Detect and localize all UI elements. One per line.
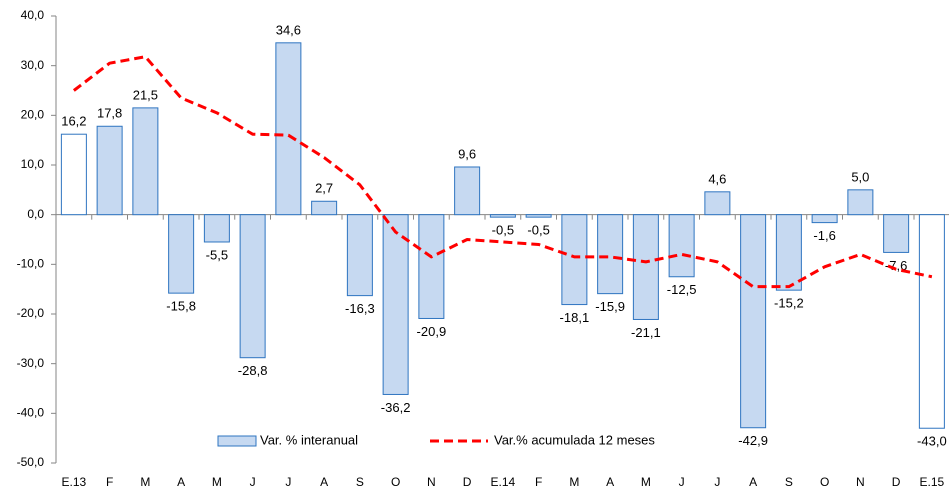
y-tick-label: 40,0: [21, 8, 45, 22]
value-label: 21,5: [133, 87, 158, 102]
value-label: 4,6: [708, 171, 726, 186]
value-label: -5,5: [206, 247, 228, 262]
x-tick-label: A: [320, 475, 328, 489]
x-tick-label: J: [285, 475, 291, 489]
value-label: -28,8: [238, 363, 268, 378]
bar: [132, 107, 159, 216]
value-label: 5,0: [851, 169, 869, 184]
bar: [311, 200, 338, 216]
y-tick-label: -30,0: [17, 356, 45, 370]
value-label: -12,5: [667, 282, 697, 297]
x-tick-label: A: [749, 475, 757, 489]
bar: [668, 214, 695, 278]
x-tick-label: J: [714, 475, 720, 489]
value-label: -18,1: [560, 310, 590, 325]
x-tick-label: O: [391, 475, 400, 489]
legend-label: Var.% acumulada 12 meses: [494, 432, 655, 447]
value-label: -36,2: [381, 400, 411, 415]
bar: [203, 214, 230, 243]
value-label: -15,2: [774, 296, 804, 311]
x-tick-label: D: [463, 475, 472, 489]
bar: [489, 214, 516, 218]
y-tick-label: -50,0: [17, 455, 45, 469]
bar: [561, 214, 588, 306]
value-label: 17,8: [97, 106, 122, 121]
y-tick-label: -20,0: [17, 306, 45, 320]
bar: [811, 214, 838, 224]
y-tick-label: 20,0: [21, 108, 45, 122]
x-tick-label: E.14: [491, 475, 516, 489]
x-tick-label: S: [356, 475, 364, 489]
x-tick-label: E.13: [62, 475, 87, 489]
value-label: 34,6: [276, 22, 301, 37]
x-tick-label: S: [785, 475, 793, 489]
bar: [704, 191, 731, 216]
bar: [60, 133, 87, 216]
y-tick-label: -10,0: [17, 257, 45, 271]
value-label: -16,3: [345, 301, 375, 316]
x-tick-label: D: [892, 475, 901, 489]
bar: [96, 125, 123, 216]
y-tick-label: 10,0: [21, 157, 45, 171]
value-label: -21,1: [631, 325, 661, 340]
bar: [918, 214, 945, 429]
bar: [847, 189, 874, 216]
x-tick-label: M: [212, 475, 222, 489]
value-label: -43,0: [917, 434, 947, 449]
bar: [597, 214, 624, 295]
bar: [525, 214, 552, 218]
bar: [632, 214, 659, 320]
y-tick-label: 0,0: [27, 207, 44, 221]
bar: [454, 166, 481, 216]
x-tick-label: A: [177, 475, 185, 489]
legend: Var. % interanual Var.% acumulada 12 mese…: [217, 432, 655, 447]
bar: [883, 214, 910, 253]
x-tick-label: E.15: [920, 475, 945, 489]
legend-swatch: [217, 435, 257, 447]
bar: [275, 42, 302, 216]
value-label: -0,5: [527, 223, 549, 238]
x-tick-label: N: [856, 475, 865, 489]
value-label: -20,9: [417, 324, 447, 339]
bar: [239, 214, 266, 359]
x-tick-label: F: [106, 475, 113, 489]
line: [72, 55, 933, 289]
x-tick-label: M: [140, 475, 150, 489]
value-label: 9,6: [458, 146, 476, 161]
bar: [740, 214, 767, 429]
value-label: -0,5: [492, 223, 514, 238]
x-tick-label: M: [641, 475, 651, 489]
x-tick-label: J: [679, 475, 685, 489]
y-tick-label: -40,0: [17, 406, 45, 420]
bar: [775, 214, 802, 291]
value-label: -15,9: [595, 299, 625, 314]
value-label: -42,9: [738, 433, 768, 448]
bar: [418, 214, 445, 319]
bar: [382, 214, 409, 395]
x-tick-label: M: [569, 475, 579, 489]
x-tick-label: N: [427, 475, 436, 489]
x-tick-label: A: [606, 475, 614, 489]
bar: [168, 214, 195, 294]
x-tick-label: O: [820, 475, 829, 489]
x-tick-label: J: [250, 475, 256, 489]
value-label: -1,6: [813, 228, 835, 243]
x-tick-label: F: [535, 475, 542, 489]
value-label: -15,8: [166, 299, 196, 314]
bar: [346, 214, 373, 297]
value-label: 16,2: [61, 114, 86, 129]
legend-label: Var. % interanual: [260, 432, 358, 447]
y-tick-label: 30,0: [21, 58, 45, 72]
value-label: 2,7: [315, 181, 333, 196]
